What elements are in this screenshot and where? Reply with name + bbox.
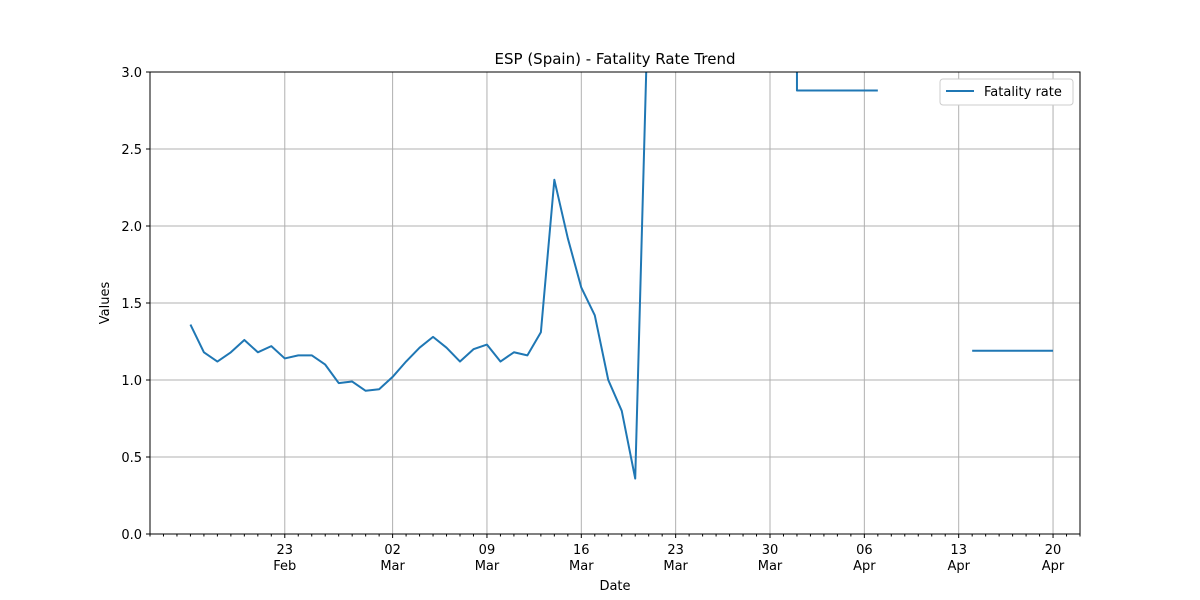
x-tick-label-day: 09 [479,543,496,558]
x-axis-label: Date [599,579,630,594]
x-tick-label-month: Mar [380,559,405,574]
y-tick-label: 0.0 [121,528,142,543]
grid-lines [150,71,1080,535]
series-group [189,72,1054,480]
chart-title: ESP (Spain) - Fatality Rate Trend [495,50,736,68]
x-tick-label-day: 02 [384,543,401,558]
x-tick-label-month: Mar [758,559,783,574]
x-tick-label-day: 23 [277,543,294,558]
y-tick-label: 1.5 [121,297,142,312]
x-tick-label-month: Mar [475,559,500,574]
x-tick-label-day: 23 [667,543,684,558]
x-tick-label-day: 30 [762,543,779,558]
y-axis-label: Values [98,282,113,325]
x-tick-label-day: 13 [950,543,967,558]
y-tick-label: 1.0 [121,374,142,389]
x-tick-label-month: Apr [947,559,970,574]
legend-box [939,78,1074,106]
series-line-segment [189,72,648,480]
legend-label-fatality-rate: Fatality rate [984,85,1062,100]
x-tick-label-day: 20 [1045,543,1062,558]
y-tick-label: 2.5 [121,143,142,158]
x-tick-label-month: Apr [1042,559,1065,574]
x-tick-label-month: Apr [853,559,876,574]
x-tick-label-month: Mar [663,559,688,574]
y-tick-label: 2.0 [121,220,142,235]
x-tick-label-month: Mar [569,559,594,574]
x-tick-label-month: Feb [273,559,296,574]
y-axis: 0.0 0.5 1.0 1.5 2.0 2.5 3.0 [121,66,150,543]
x-tick-label-day: 16 [573,543,590,558]
x-tick-label-day: 06 [856,543,873,558]
series-line-segment [795,72,878,92]
x-axis: 23Feb02Mar09Mar16Mar23Mar30Mar06Apr13Apr… [149,534,1081,574]
y-tick-label: 0.5 [121,451,142,466]
legend: Fatality rate [939,78,1074,106]
y-tick-label: 3.0 [121,66,142,81]
